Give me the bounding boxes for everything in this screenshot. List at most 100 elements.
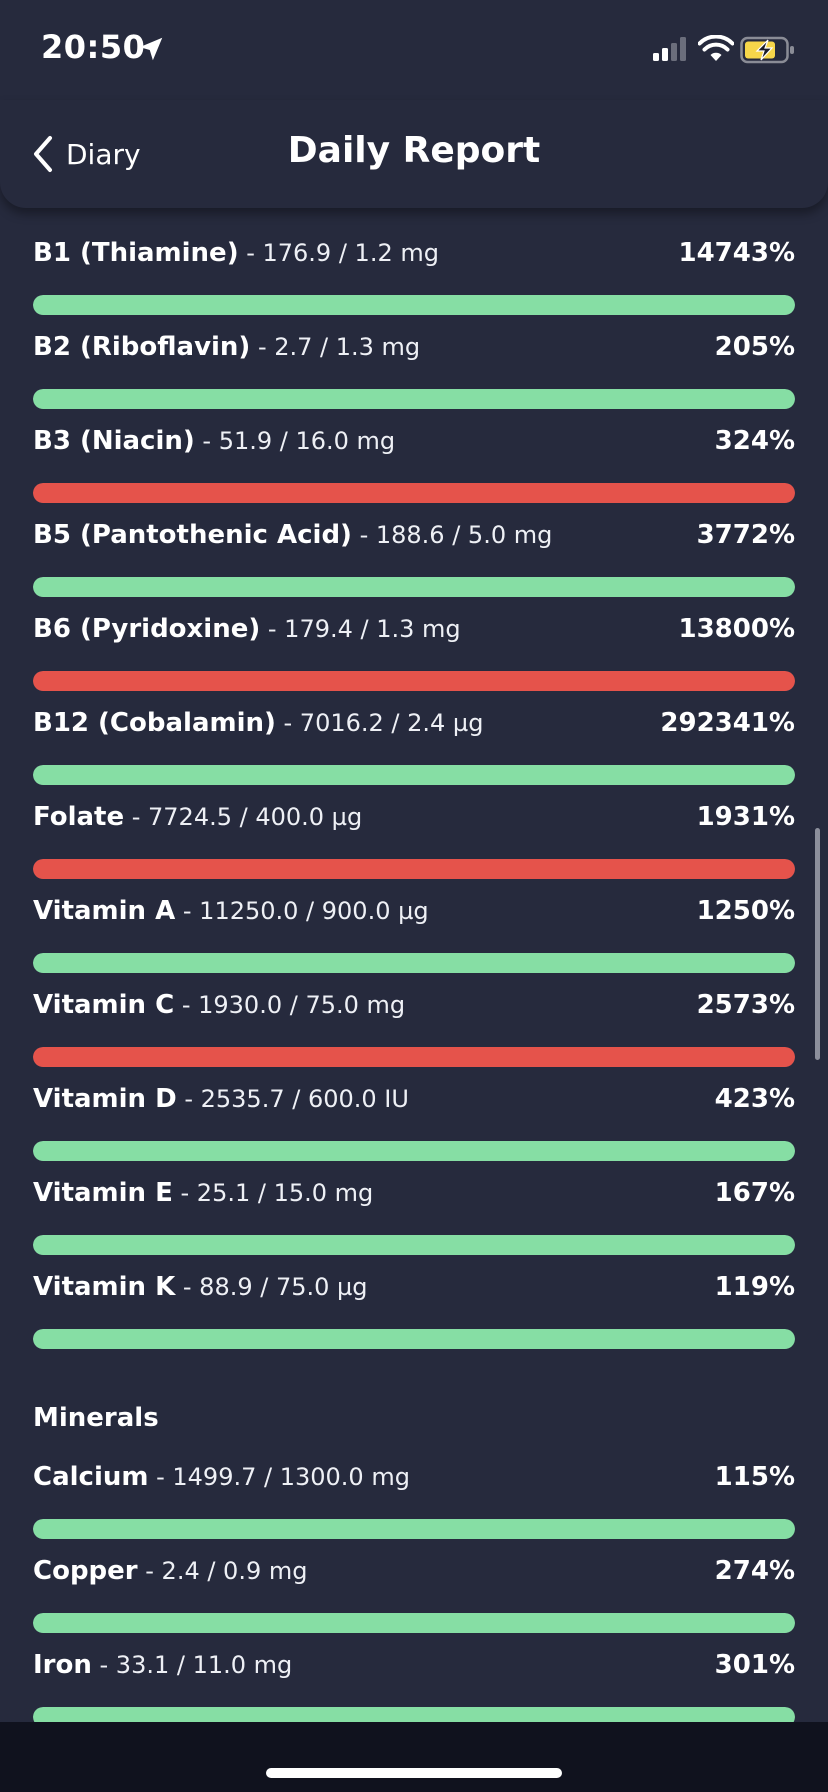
nutrient-percent: 301%: [714, 1650, 795, 1680]
status-bar: 20:50: [0, 0, 828, 100]
progress-bar: [33, 483, 795, 503]
nutrient-percent: 423%: [714, 1084, 795, 1114]
progress-bar-fill: [33, 1707, 795, 1722]
nutrient-row: Vitamin D - 2535.7 / 600.0 IU 423%: [33, 1079, 795, 1173]
nutrient-row: B5 (Pantothenic Acid) - 188.6 / 5.0 mg 37…: [33, 515, 795, 609]
nutrient-label: Vitamin D - 2535.7 / 600.0 IU: [33, 1079, 623, 1119]
progress-bar-fill: [33, 953, 795, 973]
progress-bar: [33, 1519, 795, 1539]
nutrient-name: Folate: [33, 802, 125, 832]
progress-bar: [33, 1329, 795, 1349]
progress-bar: [33, 1047, 795, 1067]
home-indicator[interactable]: [266, 1768, 562, 1778]
nutrient-label: Vitamin K - 88.9 / 75.0 µg: [33, 1267, 623, 1307]
nutrient-row: B2 (Riboflavin) - 2.7 / 1.3 mg 205%: [33, 327, 795, 421]
progress-bar: [33, 1707, 795, 1722]
back-label: Diary: [66, 137, 141, 171]
progress-bar-fill: [33, 1141, 795, 1161]
nutrient-amount: - 33.1 / 11.0 mg: [91, 1651, 293, 1679]
nutrient-label: Folate - 7724.5 / 400.0 µg: [33, 797, 623, 837]
nutrient-row: B3 (Niacin) - 51.9 / 16.0 mg 324%: [33, 421, 795, 515]
nutrient-name: B5 (Pantothenic Acid): [33, 520, 352, 550]
nutrient-name: B2 (Riboflavin): [33, 332, 251, 362]
nutrient-name: Vitamin D: [33, 1084, 177, 1114]
progress-bar: [33, 765, 795, 785]
nutrient-percent: 3772%: [696, 520, 795, 550]
scrollbar[interactable]: [815, 828, 820, 1060]
minerals-section: Calcium - 1499.7 / 1300.0 mg 115% Copper -…: [33, 1457, 795, 1722]
report-scroll-area[interactable]: B1 (Thiamine) - 176.9 / 1.2 mg 14743% B2 (…: [0, 208, 828, 1722]
progress-bar-fill: [33, 577, 795, 597]
nutrient-label: Vitamin C - 1930.0 / 75.0 mg: [33, 985, 623, 1025]
progress-bar-fill: [33, 1613, 795, 1633]
nutrient-amount: - 2535.7 / 600.0 IU: [176, 1085, 409, 1113]
progress-bar: [33, 859, 795, 879]
nutrient-amount: - 179.4 / 1.3 mg: [260, 615, 461, 643]
nutrient-percent: 1250%: [696, 896, 795, 926]
nutrient-name: B6 (Pyridoxine): [33, 614, 261, 644]
progress-bar: [33, 577, 795, 597]
nutrient-percent: 205%: [714, 332, 795, 362]
nutrient-name: B3 (Niacin): [33, 426, 195, 456]
nutrient-percent: 274%: [714, 1556, 795, 1586]
progress-bar: [33, 1141, 795, 1161]
nutrient-amount: - 11250.0 / 900.0 µg: [175, 897, 429, 925]
nutrient-percent: 292341%: [660, 708, 795, 738]
nutrient-percent: 167%: [714, 1178, 795, 1208]
nutrient-amount: - 7016.2 / 2.4 µg: [275, 709, 484, 737]
nutrient-amount: - 2.7 / 1.3 mg: [250, 333, 421, 361]
minerals-header: Minerals: [33, 1403, 159, 1433]
nutrient-name: Vitamin A: [33, 896, 176, 926]
nutrient-name: B1 (Thiamine): [33, 238, 239, 268]
nutrient-percent: 119%: [714, 1272, 795, 1302]
nutrient-name: B12 (Cobalamin): [33, 708, 276, 738]
nutrient-label: Iron - 33.1 / 11.0 mg: [33, 1645, 623, 1685]
nutrient-amount: - 188.6 / 5.0 mg: [351, 521, 553, 549]
nutrient-row: Folate - 7724.5 / 400.0 µg 1931%: [33, 797, 795, 891]
nutrient-amount: - 25.1 / 15.0 mg: [172, 1179, 374, 1207]
back-button[interactable]: Diary: [30, 130, 141, 178]
nutrient-amount: - 1499.7 / 1300.0 mg: [148, 1463, 410, 1491]
nutrient-label: Calcium - 1499.7 / 1300.0 mg: [33, 1457, 623, 1497]
nutrient-percent: 13800%: [678, 614, 795, 644]
home-indicator-area: [0, 1722, 828, 1792]
nutrient-amount: - 2.4 / 0.9 mg: [137, 1557, 308, 1585]
signal-icon: [653, 37, 686, 61]
nutrient-name: Vitamin K: [33, 1272, 176, 1302]
nutrient-amount: - 88.9 / 75.0 µg: [175, 1273, 368, 1301]
nutrient-name: Iron: [33, 1650, 92, 1680]
progress-bar-fill: [33, 1329, 795, 1349]
nutrient-name: Copper: [33, 1556, 138, 1586]
nutrient-label: B6 (Pyridoxine) - 179.4 / 1.3 mg: [33, 609, 623, 649]
vitamins-section: B1 (Thiamine) - 176.9 / 1.2 mg 14743% B2 (…: [33, 233, 795, 1361]
wifi-icon: [698, 35, 734, 61]
nutrient-row: B12 (Cobalamin) - 7016.2 / 2.4 µg 292341%: [33, 703, 795, 797]
progress-bar: [33, 953, 795, 973]
nutrient-label: B3 (Niacin) - 51.9 / 16.0 mg: [33, 421, 623, 461]
nutrient-row: Copper - 2.4 / 0.9 mg 274%: [33, 1551, 795, 1645]
progress-bar: [33, 671, 795, 691]
nutrient-label: Copper - 2.4 / 0.9 mg: [33, 1551, 623, 1591]
nutrient-list: B1 (Thiamine) - 176.9 / 1.2 mg 14743% B2 (…: [33, 233, 795, 1722]
nutrient-row: Vitamin A - 11250.0 / 900.0 µg 1250%: [33, 891, 795, 985]
nutrient-name: Vitamin E: [33, 1178, 173, 1208]
nutrient-row: B6 (Pyridoxine) - 179.4 / 1.3 mg 13800%: [33, 609, 795, 703]
nutrient-label: B1 (Thiamine) - 176.9 / 1.2 mg: [33, 233, 623, 273]
nutrient-row: Vitamin K - 88.9 / 75.0 µg 119%: [33, 1267, 795, 1361]
progress-bar-fill: [33, 765, 795, 785]
location-arrow-icon: [139, 37, 163, 61]
nutrient-label: B2 (Riboflavin) - 2.7 / 1.3 mg: [33, 327, 623, 367]
nutrient-amount: - 51.9 / 16.0 mg: [194, 427, 396, 455]
nutrient-label: Vitamin A - 11250.0 / 900.0 µg: [33, 891, 623, 931]
nutrient-name: Vitamin C: [33, 990, 175, 1020]
nutrient-label: B5 (Pantothenic Acid) - 188.6 / 5.0 mg: [33, 515, 623, 555]
progress-bar: [33, 389, 795, 409]
nutrient-percent: 1931%: [696, 802, 795, 832]
nutrient-row: Vitamin E - 25.1 / 15.0 mg 167%: [33, 1173, 795, 1267]
progress-bar-fill: [33, 389, 795, 409]
nutrient-row: Calcium - 1499.7 / 1300.0 mg 115%: [33, 1457, 795, 1551]
progress-bar: [33, 1235, 795, 1255]
nutrient-amount: - 1930.0 / 75.0 mg: [174, 991, 406, 1019]
progress-bar-fill: [33, 671, 795, 691]
chevron-left-icon: [34, 136, 52, 172]
